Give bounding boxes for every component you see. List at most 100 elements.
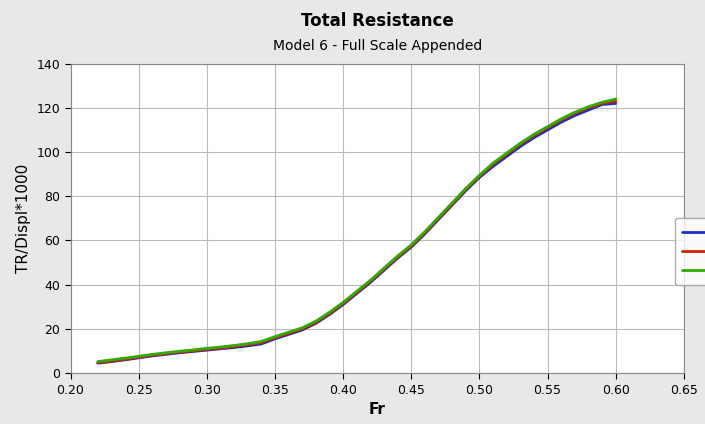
15 Deg. <box>161 351 170 356</box>
15 Deg. <box>202 347 211 352</box>
15 Deg. <box>489 162 497 167</box>
Upright <box>380 268 388 273</box>
15 Deg. <box>107 358 116 363</box>
Upright <box>489 164 497 169</box>
Upright <box>202 348 211 353</box>
Upright <box>393 256 402 261</box>
15 Deg. <box>298 326 307 332</box>
15 Deg. <box>216 346 225 351</box>
25 Deg. <box>352 289 361 294</box>
25 Deg. <box>462 186 470 191</box>
15 Deg. <box>462 187 470 192</box>
25 Deg. <box>529 132 538 137</box>
25 Deg. <box>598 100 606 105</box>
25 Deg. <box>339 300 348 305</box>
25 Deg. <box>393 254 402 259</box>
Upright <box>312 321 320 326</box>
25 Deg. <box>475 173 484 178</box>
25 Deg. <box>544 124 552 129</box>
25 Deg. <box>230 343 238 348</box>
25 Deg. <box>257 339 266 344</box>
15 Deg. <box>448 201 456 206</box>
25 Deg. <box>503 151 511 156</box>
15 Deg. <box>598 101 606 106</box>
25 Deg. <box>611 96 620 101</box>
Upright <box>598 102 606 107</box>
Upright <box>284 332 293 337</box>
Upright <box>216 346 225 351</box>
15 Deg. <box>312 320 320 325</box>
15 Deg. <box>516 142 525 147</box>
15 Deg. <box>475 174 484 179</box>
Upright <box>298 327 307 332</box>
Upright <box>135 355 143 360</box>
15 Deg. <box>176 349 184 354</box>
Upright <box>516 144 525 149</box>
15 Deg. <box>570 111 579 116</box>
15 Deg. <box>544 125 552 130</box>
15 Deg. <box>257 340 266 345</box>
25 Deg. <box>298 325 307 330</box>
Text: Total Resistance: Total Resistance <box>301 12 453 30</box>
25 Deg. <box>243 341 252 346</box>
Upright <box>121 357 129 363</box>
25 Deg. <box>584 104 593 109</box>
Upright <box>230 345 238 350</box>
Line: 15 Deg.: 15 Deg. <box>98 101 615 363</box>
Upright <box>339 302 348 307</box>
Upright <box>448 203 456 208</box>
25 Deg. <box>448 201 456 206</box>
25 Deg. <box>202 346 211 351</box>
15 Deg. <box>529 133 538 138</box>
15 Deg. <box>284 331 293 336</box>
15 Deg. <box>503 152 511 157</box>
15 Deg. <box>121 357 129 362</box>
25 Deg. <box>407 243 415 248</box>
15 Deg. <box>557 117 565 123</box>
Text: Model 6 - Full Scale Appended: Model 6 - Full Scale Appended <box>273 39 482 53</box>
Upright <box>161 352 170 357</box>
25 Deg. <box>271 334 279 339</box>
15 Deg. <box>421 230 429 235</box>
Upright <box>189 349 197 354</box>
15 Deg. <box>135 354 143 360</box>
15 Deg. <box>243 342 252 347</box>
Upright <box>475 175 484 180</box>
Upright <box>611 101 620 106</box>
25 Deg. <box>312 318 320 324</box>
Upright <box>257 341 266 346</box>
Upright <box>94 361 102 366</box>
Upright <box>352 291 361 296</box>
Legend: Upright, 15 Deg., 25 Deg.: Upright, 15 Deg., 25 Deg. <box>675 218 705 285</box>
Upright <box>544 127 552 132</box>
25 Deg. <box>557 116 565 121</box>
Upright <box>107 359 116 364</box>
15 Deg. <box>380 267 388 272</box>
25 Deg. <box>489 161 497 166</box>
Line: 25 Deg.: 25 Deg. <box>98 99 615 362</box>
Upright <box>271 336 279 341</box>
15 Deg. <box>407 243 415 248</box>
25 Deg. <box>135 354 143 359</box>
15 Deg. <box>94 360 102 365</box>
Upright <box>148 353 157 358</box>
25 Deg. <box>434 215 443 220</box>
15 Deg. <box>393 254 402 259</box>
15 Deg. <box>189 348 197 353</box>
15 Deg. <box>611 99 620 104</box>
15 Deg. <box>366 279 374 284</box>
25 Deg. <box>570 110 579 115</box>
Upright <box>584 108 593 113</box>
25 Deg. <box>325 310 333 315</box>
25 Deg. <box>148 352 157 357</box>
15 Deg. <box>434 216 443 221</box>
Upright <box>462 188 470 193</box>
Upright <box>421 232 429 237</box>
25 Deg. <box>121 356 129 361</box>
25 Deg. <box>189 347 197 352</box>
Upright <box>557 120 565 125</box>
Upright <box>434 217 443 222</box>
15 Deg. <box>271 335 279 340</box>
25 Deg. <box>161 350 170 355</box>
25 Deg. <box>94 359 102 364</box>
